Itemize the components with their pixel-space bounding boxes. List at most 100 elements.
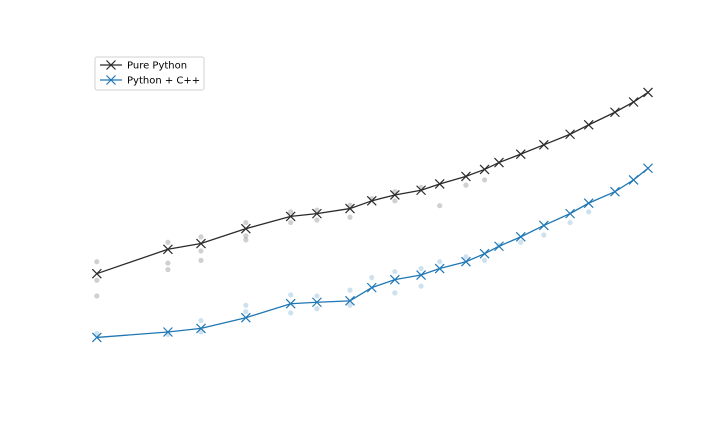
marker-python-c <box>434 263 445 274</box>
marker-python-c <box>366 282 377 293</box>
marker-pure-python <box>538 139 549 150</box>
scatter-point-python-c <box>198 329 204 335</box>
marker-pure-python <box>196 238 206 249</box>
marker-python-c <box>515 231 526 242</box>
legend-frame <box>94 56 205 91</box>
legend-entry-pure-python: Pure Python <box>100 60 187 72</box>
scatter-point-python-c <box>288 310 294 316</box>
scatter-point-python-c <box>437 259 443 265</box>
marker-pure-python <box>416 185 427 196</box>
series-pure-python <box>91 87 653 299</box>
marker-pure-python <box>610 107 620 118</box>
legend-entry-python-c: Python + C++ <box>100 75 200 87</box>
line-pure-python <box>96 91 649 275</box>
marker-pure-python <box>434 179 445 189</box>
scatter-point-python-c <box>314 293 320 299</box>
scatter-point-python-c <box>347 287 353 293</box>
marker-python-c <box>285 298 296 309</box>
marker-pure-python <box>366 195 377 206</box>
scatter-point-pure-python <box>243 233 249 239</box>
marker-python-c <box>196 323 206 334</box>
marker-python-c <box>345 295 355 306</box>
marker-python-c <box>461 256 471 267</box>
scatter-point-python-c <box>567 219 573 226</box>
marker-pure-python <box>311 208 322 219</box>
marker-python-c <box>162 327 173 337</box>
plot-area <box>91 87 653 343</box>
legend: Pure Python Python + C++ <box>94 56 205 91</box>
marker-pure-python <box>628 97 639 107</box>
scatter-point-pure-python <box>288 209 294 215</box>
scatter-point-pure-python <box>314 207 320 213</box>
scatter-point-pure-python <box>481 177 488 183</box>
marker-pure-python <box>583 119 594 130</box>
scatter-point-python-c <box>463 254 469 260</box>
marker-python-c <box>479 248 490 259</box>
legend-marker-python-c <box>106 75 116 85</box>
scatter-point-python-c <box>586 209 592 215</box>
scatter-point-pure-python <box>243 219 249 226</box>
scatter-point-pure-python <box>198 248 204 254</box>
legend-label-pure-python: Pure Python <box>127 61 187 72</box>
scatter-point-pure-python <box>165 239 171 245</box>
marker-pure-python <box>389 190 400 200</box>
scatter-point-python-c <box>347 302 353 308</box>
scatter-point-python-c <box>541 232 547 238</box>
scatter-point-pure-python <box>347 214 353 220</box>
scatter-point-python-c <box>392 268 398 275</box>
scatter-point-pure-python <box>314 217 320 223</box>
line-python-c <box>96 167 649 339</box>
scatter-point-python-c <box>481 257 488 263</box>
scatter-point-pure-python <box>288 219 294 226</box>
scatter-point-python-c <box>94 330 100 337</box>
marker-pure-python <box>643 87 653 98</box>
marker-python-c <box>565 208 576 219</box>
scatter-point-python-c <box>198 317 204 324</box>
scatter-point-pure-python <box>392 198 398 204</box>
marker-pure-python <box>285 211 296 222</box>
marker-pure-python <box>461 171 471 182</box>
marker-pure-python <box>240 223 251 234</box>
marker-python-c <box>311 297 322 308</box>
scatter-point-python-c <box>392 290 398 296</box>
legend-marker-pure-python <box>106 60 116 70</box>
marker-pure-python <box>479 164 490 175</box>
marker-pure-python <box>494 157 504 168</box>
scatter-point-pure-python <box>437 203 443 209</box>
marker-pure-python <box>515 149 526 160</box>
scatter-point-python-c <box>314 306 320 312</box>
marker-python-c <box>416 270 427 280</box>
marker-python-c <box>240 312 251 323</box>
marker-python-c <box>643 163 653 174</box>
marker-pure-python <box>345 203 355 214</box>
scatter-point-pure-python <box>463 182 469 188</box>
scatter-point-pure-python <box>165 267 171 273</box>
marker-python-c <box>628 174 639 185</box>
scatter-point-pure-python <box>165 260 171 266</box>
scatter-point-python-c <box>518 239 524 245</box>
scatter-point-pure-python <box>94 259 100 265</box>
marker-python-c <box>583 198 594 209</box>
marker-python-c <box>610 186 620 197</box>
scatter-point-pure-python <box>243 237 249 243</box>
marker-python-c <box>494 241 504 252</box>
scatter-point-pure-python <box>94 293 100 299</box>
scatter-point-python-c <box>369 274 375 281</box>
scatter-point-python-c <box>243 302 249 308</box>
marker-pure-python <box>565 129 576 140</box>
scatter-point-pure-python <box>94 277 100 283</box>
legend-label-python-c: Python + C++ <box>127 76 200 87</box>
marker-python-c <box>91 332 102 343</box>
marker-pure-python <box>162 244 173 255</box>
series-python-c <box>91 163 653 343</box>
scatter-point-python-c <box>418 283 424 289</box>
marker-pure-python <box>91 268 102 279</box>
marker-python-c <box>389 274 400 285</box>
scatter-point-python-c <box>288 292 294 298</box>
scatter-point-pure-python <box>198 234 204 240</box>
scatter-point-python-c <box>243 309 249 315</box>
marker-python-c <box>538 220 549 231</box>
scatter-point-python-c <box>418 265 424 272</box>
scatter-point-pure-python <box>198 257 204 263</box>
